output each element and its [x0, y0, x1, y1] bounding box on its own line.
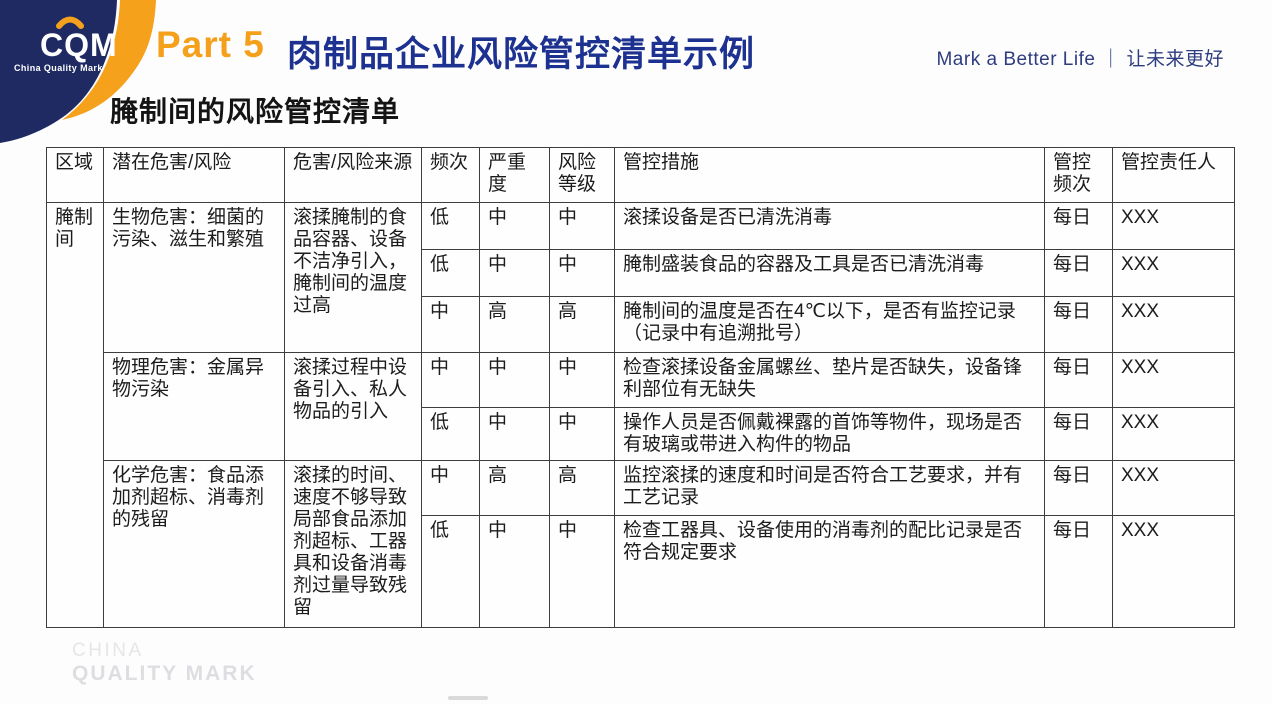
logo-caption: China Quality Mark — [14, 63, 103, 73]
cell-control-frequency: 每日 — [1044, 407, 1113, 461]
cell-frequency: 低 — [421, 407, 480, 461]
cell-responsible: XXX — [1112, 460, 1235, 516]
cell-measure: 腌制间的温度是否在4℃以下，是否有监控记录 （记录中有追溯批号） — [614, 296, 1045, 353]
column-header-area: 区域 — [46, 147, 104, 203]
table-row: 低中中操作人员是否佩戴裸露的首饰等物件，现场是否有玻璃或带进入构件的物品 每日 XX… — [47, 407, 1235, 461]
column-header-hazard: 潜在危害/风险 — [103, 147, 285, 203]
cell-risk-level: 高 — [549, 460, 615, 516]
cell-frequency: 低 — [421, 249, 480, 297]
watermark: CHINA QUALITY MARK — [72, 640, 257, 685]
risk-control-table: 区域 潜在危害/风险 危害/风险来源 频次 严重度 风险等级 管控措施 管控频次… — [46, 147, 1235, 628]
table-row: 低中中检查工器具、设备使用的消毒剂的配比记录是否符合规定要求 每日 XXX — [47, 515, 1235, 628]
cell-severity: 中 — [479, 249, 550, 297]
cell-risk-level: 中 — [549, 515, 615, 628]
cell-control-frequency: 每日 — [1044, 249, 1113, 297]
table-row: 中高高腌制间的温度是否在4℃以下，是否有监控记录 （记录中有追溯批号） 每日 XXX — [47, 296, 1235, 353]
table-row: 腌制间 生物危害：细菌的污染、滋生和繁殖 滚揉腌制的食品容器、设备不洁净引入，腌制间… — [46, 202, 1235, 628]
logo-acronym: CQM — [40, 27, 118, 63]
cell-responsible: XXX — [1112, 352, 1235, 408]
cell-severity: 中 — [479, 407, 550, 461]
cell-severity: 中 — [479, 515, 550, 628]
page-title: 肉制品企业风险管控清单示例 — [287, 35, 756, 74]
column-header-risk-level: 风险等级 — [549, 147, 615, 203]
slide-subtitle: 腌制间的风险管控清单 — [110, 95, 401, 128]
cell-measure: 监控滚揉的速度和时间是否符合工艺要求，并有工艺记录 — [614, 460, 1045, 516]
cell-risk-level: 高 — [549, 296, 615, 353]
table-row: 物理危害：金属异物污染 滚揉过程中设备引入、私人物品的引入中中中检查滚揉设备金属螺… — [47, 352, 1235, 461]
cell-control-frequency: 每日 — [1044, 460, 1113, 516]
cell-control-frequency: 每日 — [1044, 296, 1113, 353]
cell-risk-level: 中 — [549, 202, 615, 250]
cell-hazard: 化学危害：食品添加剂超标、消毒剂的残留 — [103, 460, 285, 628]
cell-frequency: 中 — [421, 296, 480, 353]
cell-severity: 高 — [479, 460, 550, 516]
table-row: 化学危害：食品添加剂超标、消毒剂的残留 滚揉的时间、速度不够导致局部食品添加剂超标… — [47, 460, 1235, 628]
cell-responsible: XXX — [1112, 249, 1235, 297]
cell-severity: 中 — [479, 202, 550, 250]
cell-frequency: 低 — [421, 202, 480, 250]
cell-source: 滚揉过程中设备引入、私人物品的引入 — [284, 352, 422, 461]
column-header-control-frequency: 管控频次 — [1044, 147, 1113, 203]
cell-responsible: XXX — [1112, 296, 1235, 353]
logo-orange-swoosh — [62, 0, 156, 120]
cell-measure: 检查滚揉设备金属螺丝、垫片是否缺失，设备锋利部位有无缺失 — [614, 352, 1045, 408]
cell-area: 腌制间 — [46, 202, 104, 628]
cell-measure: 操作人员是否佩戴裸露的首饰等物件，现场是否有玻璃或带进入构件的物品 — [614, 407, 1045, 461]
cell-responsible: XXX — [1112, 515, 1235, 628]
cell-frequency: 中 — [421, 460, 480, 516]
cell-severity: 中 — [479, 352, 550, 408]
cell-frequency: 中 — [421, 352, 480, 408]
brand-tagline: Mark a Better Life ｜ 让未来更好 — [936, 49, 1224, 70]
cell-severity: 高 — [479, 296, 550, 353]
cell-hazard: 生物危害：细菌的污染、滋生和繁殖 — [103, 202, 285, 353]
watermark-line1: CHINA — [72, 640, 144, 661]
column-header-responsible: 管控责任人 — [1112, 147, 1235, 203]
cell-control-frequency: 每日 — [1044, 515, 1113, 628]
column-header-source: 危害/风险来源 — [284, 147, 422, 203]
column-header-measures: 管控措施 — [614, 147, 1045, 203]
cell-hazard: 物理危害：金属异物污染 — [103, 352, 285, 461]
cell-source: 滚揉腌制的食品容器、设备不洁净引入，腌制间的温度过高 — [284, 202, 422, 353]
table-header-row: 区域 潜在危害/风险 危害/风险来源 频次 严重度 风险等级 管控措施 管控频次… — [46, 147, 1235, 203]
cell-responsible: XXX — [1112, 202, 1235, 250]
cell-control-frequency: 每日 — [1044, 202, 1113, 250]
watermark-line2: QUALITY MARK — [72, 661, 257, 685]
cell-risk-level: 中 — [549, 249, 615, 297]
part-label: Part 5 — [156, 24, 265, 65]
logo-navy-shape — [0, 0, 117, 143]
cell-risk-level: 中 — [549, 352, 615, 408]
table-row: 低中中腌制盛装食品的容器及工具是否已清洗消毒 每日 XXX — [47, 249, 1235, 297]
bottom-dash — [448, 696, 488, 700]
cell-measure: 检查工器具、设备使用的消毒剂的配比记录是否符合规定要求 — [614, 515, 1045, 628]
risk-table-body: 腌制间 生物危害：细菌的污染、滋生和繁殖 滚揉腌制的食品容器、设备不洁净引入，腌制间… — [46, 202, 1235, 628]
cell-responsible: XXX — [1112, 407, 1235, 461]
cell-control-frequency: 每日 — [1044, 352, 1113, 408]
column-header-severity: 严重度 — [479, 147, 550, 203]
cell-source: 滚揉的时间、速度不够导致局部食品添加剂超标、工器具和设备消毒剂过量导致残留 — [284, 460, 422, 628]
cell-measure: 腌制盛装食品的容器及工具是否已清洗消毒 — [614, 249, 1045, 297]
cqm-logo: CQM China Quality Mark — [0, 0, 156, 143]
cell-frequency: 低 — [421, 515, 480, 628]
cell-measure: 滚揉设备是否已清洗消毒 — [614, 202, 1045, 250]
logo-q-arc — [56, 16, 84, 29]
column-header-frequency: 频次 — [421, 147, 480, 203]
cell-risk-level: 中 — [549, 407, 615, 461]
